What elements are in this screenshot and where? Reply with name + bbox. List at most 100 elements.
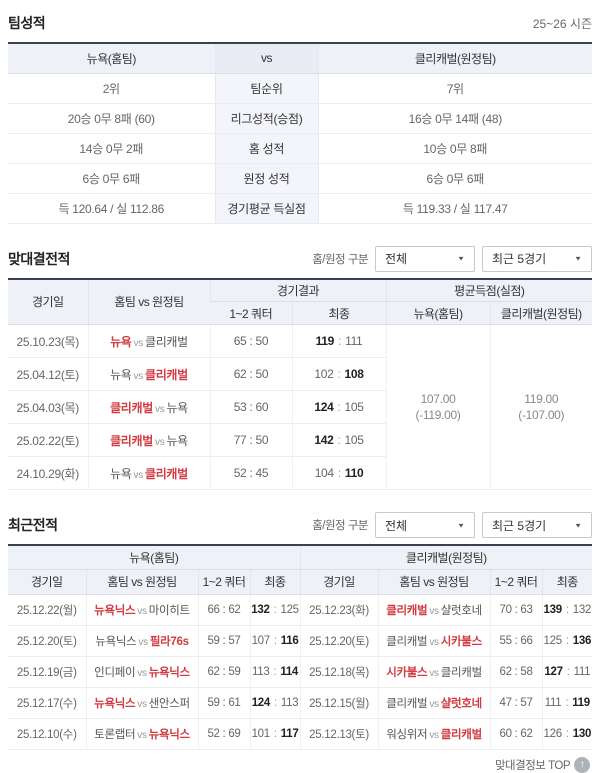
- section-title-head-to-head: 맞대결전적: [8, 250, 70, 267]
- chevron-down-icon: ▼: [457, 254, 465, 263]
- final-score: 126:130: [541, 718, 593, 750]
- home-team: 클리캐벌: [386, 635, 428, 648]
- home-team: 시카불스: [386, 666, 428, 679]
- matchup: 클리캐벌 vs 뉴욕: [87, 423, 210, 457]
- away-team: 뉴욕: [166, 400, 188, 415]
- quarter-score: 53 : 60: [209, 390, 292, 424]
- vs-label: vs: [429, 729, 439, 741]
- table-row: 25.12.20(토) 뉴욕닉스 vs 필라76s 59 : 57 107:116 …: [8, 625, 593, 657]
- vs-label: vs: [138, 636, 148, 648]
- game-date: 25.04.03(목): [8, 390, 88, 424]
- game-date: 25.12.20(토): [8, 625, 86, 657]
- quarter-score: 65 : 50: [209, 324, 292, 358]
- stat-label: 팀순위: [214, 73, 319, 104]
- table-row: 14승 0무 2패 홈 성적 10승 0무 8패: [8, 133, 592, 164]
- home-team: 클리캐벌: [386, 604, 428, 617]
- table-row: 25.10.23(목) 뉴욕 vs 클리캐벌 65 : 50 119:111 107…: [8, 324, 593, 490]
- col-group-average: 평균득점(실점): [385, 278, 593, 302]
- home-team: 뉴욕: [110, 367, 132, 382]
- vs-label: vs: [137, 667, 147, 679]
- away-team: 필라76s: [149, 635, 189, 648]
- score-separator: :: [337, 367, 341, 381]
- away-team-header: 클리캐벌(원정팀): [318, 43, 592, 74]
- quarter-score: 55 : 66: [489, 625, 543, 657]
- quarter-score: 60 : 62: [489, 718, 543, 750]
- col-header-teams: 홈팀 vs 원정팀: [85, 569, 198, 595]
- chevron-down-icon: ▼: [574, 521, 582, 529]
- top-arrow-icon: ↑: [574, 756, 590, 773]
- home-value: 6승 0무 6패: [8, 163, 215, 194]
- away-value: 득 119.33 / 실 117.47: [318, 193, 592, 224]
- score-separator: :: [338, 334, 342, 348]
- away-team: 마이히트: [148, 604, 190, 617]
- away-team: 샬럿호네: [440, 604, 482, 617]
- home-team: 클리캐벌: [110, 400, 154, 415]
- away-value: 10승 0무 8패: [318, 133, 592, 164]
- home-team: 뉴욕닉스: [94, 697, 136, 710]
- range-select-value: 최근 5경기: [492, 252, 547, 266]
- col-header-date: 경기일: [8, 569, 86, 595]
- chevron-down-icon: ▼: [574, 254, 582, 263]
- home-team: 인디페이: [94, 666, 136, 679]
- range-select[interactable]: 최근 5경기 ▼: [482, 245, 592, 272]
- home-team-header: 뉴욕(홈팀): [8, 43, 215, 74]
- final-score: 142:105: [291, 423, 387, 457]
- score-separator: :: [337, 466, 341, 480]
- back-to-top-link[interactable]: 맞대결정보 TOP ↑: [494, 756, 590, 773]
- recent-records-section: 최근전적 홈/원정 구분 전체 ▼ 최근 5경기 ▼ 뉴욕(홈팀) 클리캐: [8, 512, 593, 750]
- away-value: 6승 0무 6패: [318, 163, 592, 194]
- table-header-row: 경기일 홈팀 vs 원정팀 1~2 쿼터 최종 경기일 홈팀 vs 원정팀 1~…: [8, 569, 593, 595]
- vs-label: vs: [155, 436, 165, 448]
- game-date: 25.12.13(토): [299, 718, 379, 750]
- quarter-score: 59 : 61: [197, 687, 250, 719]
- vs-label: vs: [137, 605, 147, 617]
- avg-score-away: 119.00 (-107.00): [489, 324, 593, 490]
- home-score: 124: [314, 400, 334, 414]
- away-team: 뉴욕: [166, 433, 188, 448]
- game-date: 25.12.22(월): [8, 594, 86, 626]
- away-team: 클리캐벌: [440, 728, 482, 741]
- matchup: 클리캐벌 vs 시카불스: [377, 625, 491, 657]
- home-value: 득 120.64 / 실 112.86: [8, 193, 215, 224]
- table-row: 6승 0무 6패 원정 성적 6승 0무 6패: [8, 163, 592, 194]
- season-label: 25~26 시즌: [532, 16, 592, 31]
- col-header-quarter: 1~2 쿼터: [210, 301, 292, 325]
- quarter-score: 66 : 62: [197, 594, 250, 626]
- vs-label: vs: [429, 698, 439, 710]
- vs-label: vs: [137, 698, 147, 710]
- home-group-header: 뉴욕(홈팀): [8, 545, 301, 570]
- table-header-row: 뉴욕(홈팀) 클리캐벌(원정팀): [8, 545, 593, 570]
- quarter-score: 47 : 57: [489, 687, 543, 719]
- score-separator: :: [337, 433, 341, 447]
- matchup: 토론랩터 vs 뉴욕닉스: [85, 718, 198, 750]
- away-score: 105: [344, 400, 364, 414]
- range-select-recent[interactable]: 최근 5경기 ▼: [482, 512, 592, 538]
- back-to-top-label: 맞대결정보 TOP: [494, 759, 571, 772]
- home-team: 뉴욕: [110, 466, 132, 481]
- away-score: 108: [344, 367, 364, 381]
- scope-select[interactable]: 전체 ▼: [375, 245, 475, 272]
- col-header-date: 경기일: [299, 569, 379, 595]
- vs-label: vs: [429, 636, 439, 648]
- away-team: 클리캐벌: [144, 334, 188, 349]
- section-title-team-stats: 팀성적: [8, 15, 46, 31]
- matchup: 뉴욕 vs 클리캐벌: [87, 324, 210, 358]
- table-row: 20승 0무 8패 (60) 리그성적(승점) 16승 0무 14패 (48): [8, 103, 592, 134]
- game-date: 25.12.10(수): [8, 718, 86, 750]
- scope-select-recent[interactable]: 전체 ▼: [375, 512, 475, 538]
- matchup: 인디페이 vs 뉴욕닉스: [85, 656, 198, 688]
- table-row: 25.12.19(금) 인디페이 vs 뉴욕닉스 62 : 59 113:114 2…: [8, 656, 593, 688]
- away-team: 클리캐벌: [440, 666, 482, 679]
- scope-select-value: 전체: [385, 518, 408, 533]
- head-to-head-table: 경기일 홈팀 vs 원정팀 경기결과 평균득점(실점) 1~2 쿼터 최종 뉴욕…: [8, 277, 593, 490]
- matchup: 시카불스 vs 클리캐벌: [377, 656, 491, 688]
- col-header-quarter: 1~2 쿼터: [197, 569, 250, 595]
- game-date: 25.12.17(수): [8, 687, 86, 719]
- away-team: 뉴욕닉스: [148, 666, 190, 679]
- table-row: 득 120.64 / 실 112.86 경기평균 득실점 득 119.33 / …: [8, 193, 592, 224]
- range-select-value: 최근 5경기: [492, 518, 547, 533]
- stat-label: 경기평균 득실점: [214, 193, 319, 224]
- quarter-score: 77 : 50: [209, 423, 292, 457]
- home-team: 뉴욕: [110, 334, 132, 349]
- game-date: 25.12.19(금): [8, 656, 86, 688]
